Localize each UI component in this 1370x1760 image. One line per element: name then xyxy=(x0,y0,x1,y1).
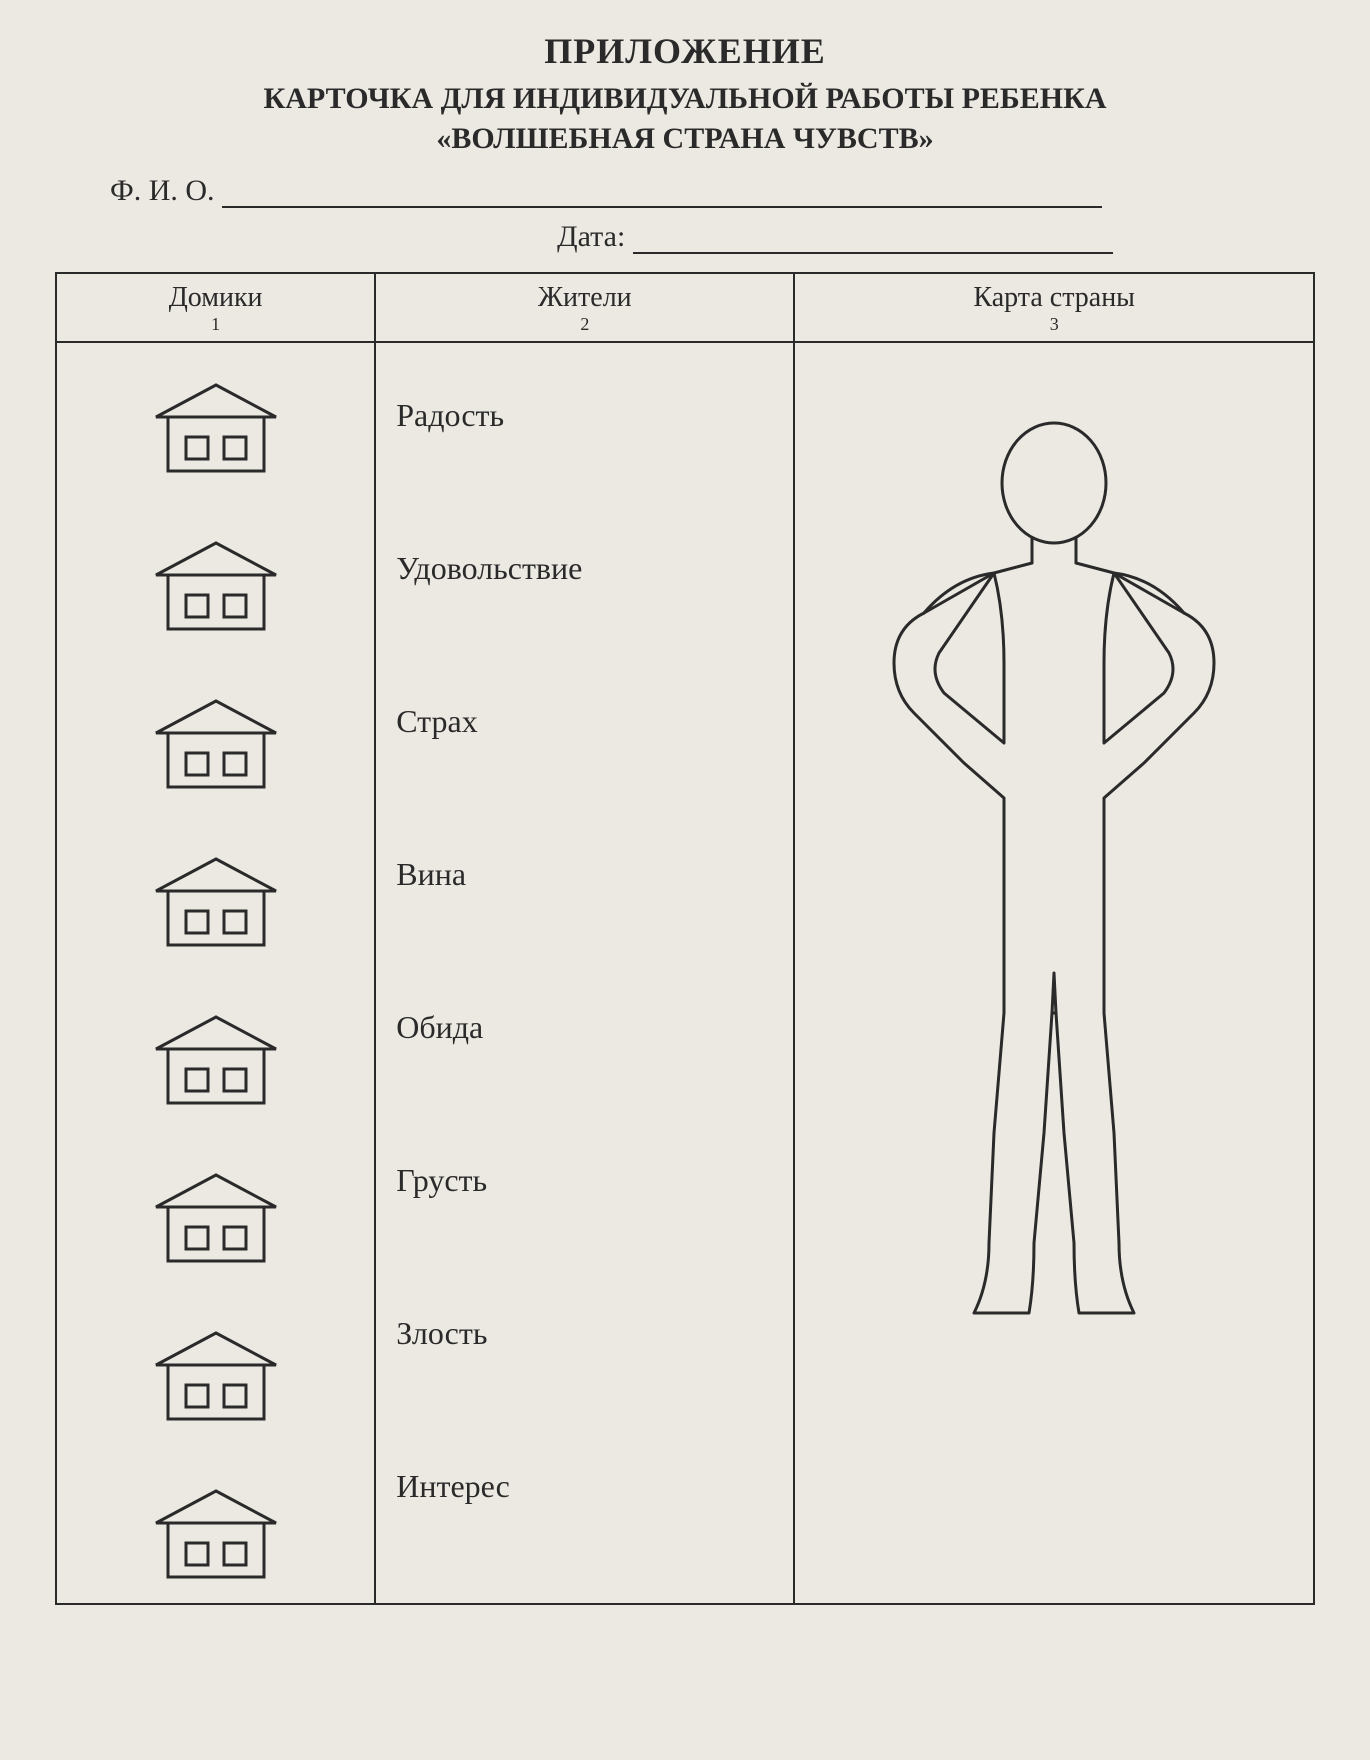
col-header-residents: Жители 2 xyxy=(375,273,794,342)
col-header-map-label: Карта страны xyxy=(799,282,1309,314)
col-header-map: Карта страны 3 xyxy=(794,273,1314,342)
header-block: ПРИЛОЖЕНИЕ КАРТОЧКА ДЛЯ ИНДИВИДУАЛЬНОЙ Р… xyxy=(50,30,1320,156)
col-header-residents-label: Жители xyxy=(380,282,789,314)
emotion-fear: Страх xyxy=(396,703,785,740)
emotions-cell: Радость Удовольствие Страх Вина Обида Гр… xyxy=(375,342,794,1604)
houses-cell xyxy=(56,342,375,1604)
house-icon xyxy=(146,1325,286,1425)
house-icon xyxy=(146,377,286,477)
name-label: Ф. И. О. xyxy=(110,174,215,207)
house-1 xyxy=(57,377,374,477)
emotion-offense: Обида xyxy=(396,1009,785,1046)
table-header-row: Домики 1 Жители 2 Карта страны 3 xyxy=(56,273,1314,342)
name-field-row: Ф. И. О. xyxy=(110,174,1320,208)
title-country: «ВОЛШЕБНАЯ СТРАНА ЧУВСТВ» xyxy=(50,122,1320,156)
map-cell xyxy=(794,342,1314,1604)
house-6 xyxy=(57,1167,374,1267)
house-8 xyxy=(57,1483,374,1583)
house-icon xyxy=(146,535,286,635)
emotion-guilt: Вина xyxy=(396,856,785,893)
emotion-anger: Злость xyxy=(396,1315,785,1352)
house-4 xyxy=(57,851,374,951)
col-header-houses: Домики 1 xyxy=(56,273,375,342)
house-icon xyxy=(146,1009,286,1109)
date-label: Дата: xyxy=(557,220,625,253)
main-table: Домики 1 Жители 2 Карта страны 3 xyxy=(55,272,1315,1605)
emotion-interest: Интерес xyxy=(396,1468,785,1505)
house-icon xyxy=(146,1483,286,1583)
col-header-houses-label: Домики xyxy=(61,282,370,314)
title-card: КАРТОЧКА ДЛЯ ИНДИВИДУАЛЬНОЙ РАБОТЫ РЕБЕН… xyxy=(50,82,1320,116)
col-num-1: 1 xyxy=(61,314,370,339)
emotion-joy: Радость xyxy=(396,397,785,434)
name-underline[interactable] xyxy=(222,175,1102,208)
house-icon xyxy=(146,851,286,951)
col-num-3: 3 xyxy=(799,314,1309,339)
emotion-sadness: Грусть xyxy=(396,1162,785,1199)
house-7 xyxy=(57,1325,374,1425)
emotion-pleasure: Удовольствие xyxy=(396,550,785,587)
title-appendix: ПРИЛОЖЕНИЕ xyxy=(50,30,1320,72)
date-field-row: Дата: xyxy=(350,220,1320,254)
house-icon xyxy=(146,1167,286,1267)
house-2 xyxy=(57,535,374,635)
col-num-2: 2 xyxy=(380,314,789,339)
date-underline[interactable] xyxy=(633,221,1113,254)
house-5 xyxy=(57,1009,374,1109)
house-3 xyxy=(57,693,374,793)
house-icon xyxy=(146,693,286,793)
body-outline-icon xyxy=(854,413,1254,1333)
table-body-row: Радость Удовольствие Страх Вина Обида Гр… xyxy=(56,342,1314,1604)
